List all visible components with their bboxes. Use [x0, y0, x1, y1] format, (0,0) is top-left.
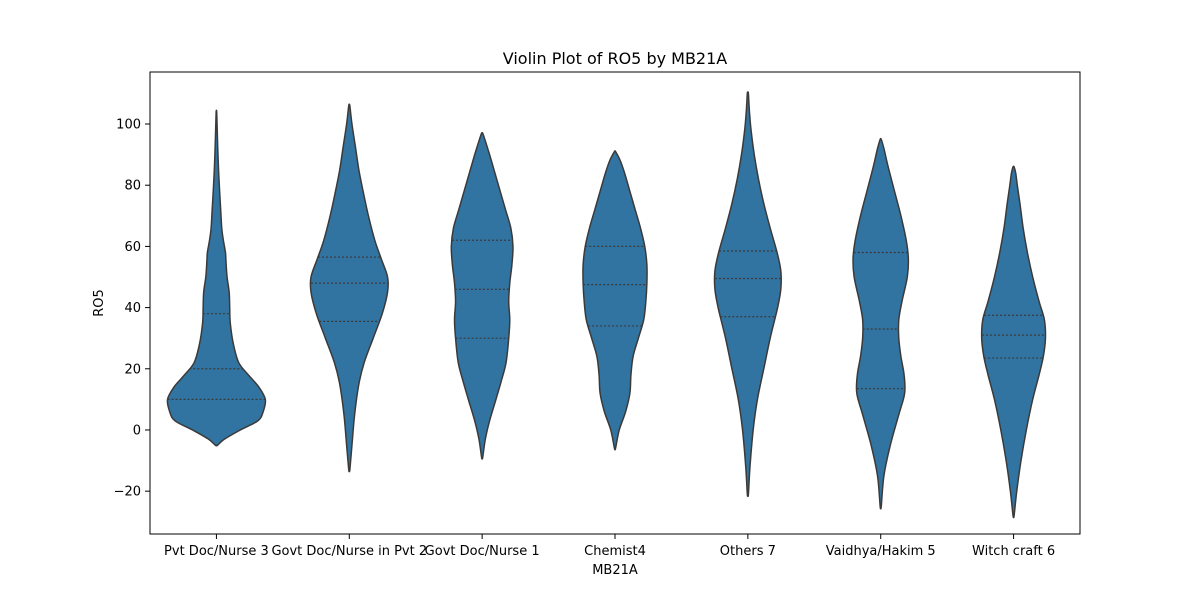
y-tick-label: 100 [116, 118, 141, 133]
x-tick-label: Others 7 [720, 544, 776, 559]
chart-title: Violin Plot of RO5 by MB21A [503, 49, 728, 68]
violins-group [166, 91, 1047, 519]
x-tick-label: Govt Doc/Nurse in Pvt 2 [271, 544, 427, 559]
y-axis-label: RO5 [92, 289, 107, 317]
violin-6 [852, 137, 910, 510]
violin-3 [450, 131, 514, 460]
x-tick-label: Pvt Doc/Nurse 3 [164, 544, 269, 559]
violin-2 [309, 103, 390, 473]
y-tick-label: 80 [124, 179, 141, 194]
x-tick-label: Govt Doc/Nurse 1 [425, 544, 540, 559]
x-tick-label: Vaidhya/Hakim 5 [826, 544, 936, 559]
y-tick-label: 0 [133, 423, 141, 438]
violin-7 [980, 165, 1047, 519]
y-tick-label: 60 [124, 240, 141, 255]
y-tick-label: 20 [124, 362, 141, 377]
violin-4 [582, 150, 648, 451]
x-axis-label: MB21A [592, 563, 638, 578]
x-tick-label: Chemist4 [584, 544, 646, 559]
violin-1 [166, 109, 267, 447]
y-axis: −20 0 20 40 60 80 100 [114, 118, 150, 500]
x-tick-label: Witch craft 6 [972, 544, 1055, 559]
x-axis: Pvt Doc/Nurse 3 Govt Doc/Nurse in Pvt 2Go… [164, 534, 1055, 559]
y-tick-label: −20 [114, 485, 141, 500]
violin-5 [713, 91, 782, 497]
y-tick-label: 40 [124, 301, 141, 316]
